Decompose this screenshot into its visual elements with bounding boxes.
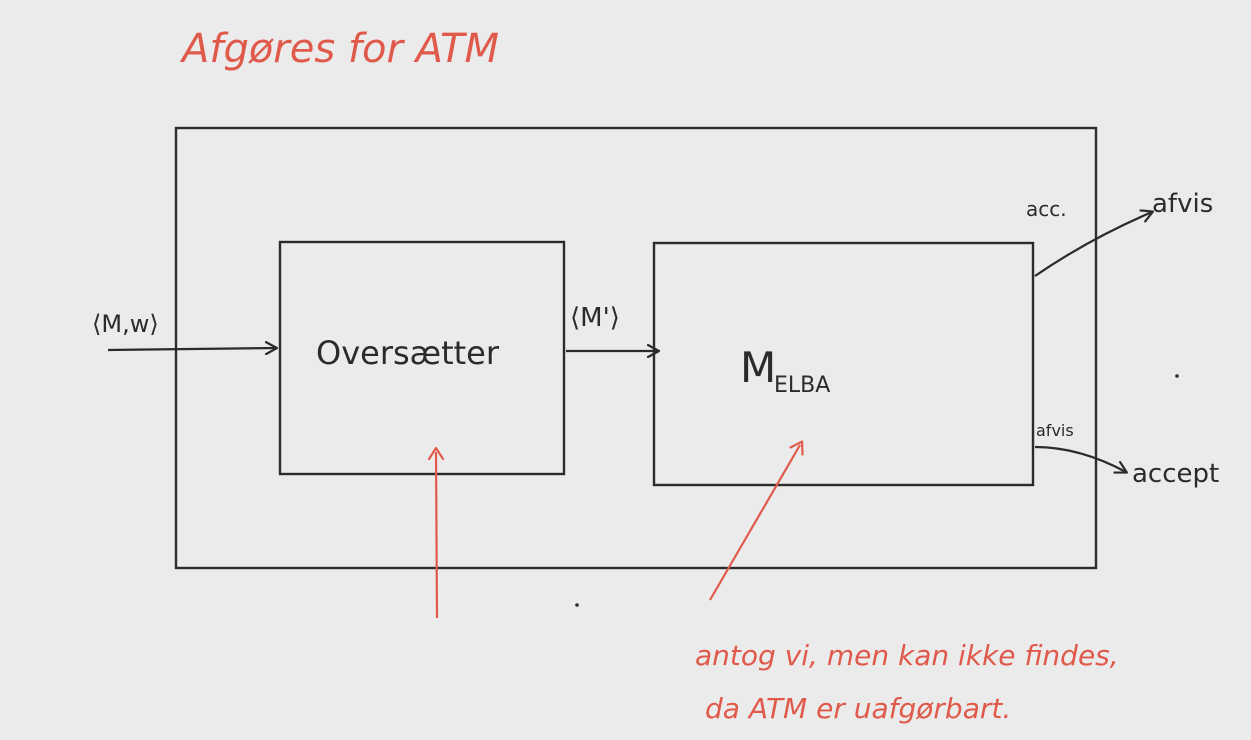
diagram-title: Afgøres for ATM [179, 26, 499, 72]
accept-label: accept [1132, 459, 1219, 489]
melba-label-main: M [740, 343, 776, 392]
translator-box [278, 240, 566, 476]
reject-output-arrow [1034, 445, 1126, 472]
acc-label: acc. [1026, 197, 1067, 221]
input-arrow [107, 348, 276, 350]
annotation-line-2: da ATM er uafgørbart. [705, 692, 1011, 725]
melba-box [652, 241, 1035, 487]
acc-output-arrow [1034, 212, 1152, 277]
translator-label: Oversætter [316, 334, 500, 372]
annotation-line-1: antog vi, men kan ikke findes, [695, 639, 1119, 672]
stray-dot [575, 603, 579, 607]
reject-small-label: afvis [1036, 421, 1074, 440]
reject-top-label: afvis [1152, 189, 1213, 219]
input-label: ⟨M,w⟩ [92, 310, 159, 338]
annotation-arrow-translator [436, 452, 437, 619]
melba-label-sub: ELBA [774, 373, 830, 398]
outer-machine-box [174, 126, 1098, 570]
annotation-arrow-melba [709, 445, 800, 601]
middle-label: ⟨M'⟩ [570, 303, 620, 333]
stray-dot [1175, 374, 1179, 378]
